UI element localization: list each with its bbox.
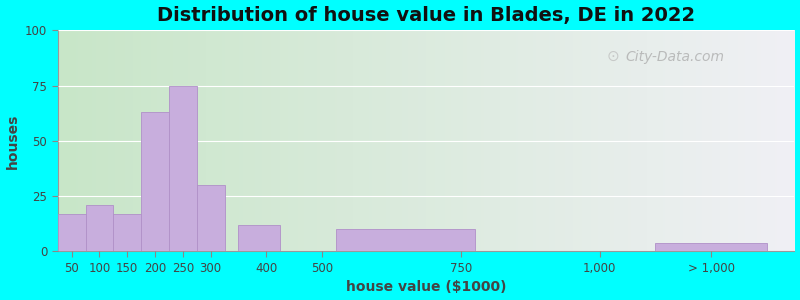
Bar [86, 205, 114, 251]
Text: ⊙: ⊙ [606, 49, 619, 64]
X-axis label: house value ($1000): house value ($1000) [346, 280, 506, 294]
Y-axis label: houses: houses [6, 113, 19, 169]
Bar [169, 85, 197, 251]
Bar [197, 185, 225, 251]
Bar [141, 112, 169, 251]
Bar [336, 230, 474, 251]
Text: City-Data.com: City-Data.com [625, 50, 724, 64]
Bar [58, 214, 86, 251]
Title: Distribution of house value in Blades, DE in 2022: Distribution of house value in Blades, D… [157, 6, 695, 25]
Bar [114, 214, 141, 251]
Bar [238, 225, 280, 251]
Bar [655, 243, 766, 251]
